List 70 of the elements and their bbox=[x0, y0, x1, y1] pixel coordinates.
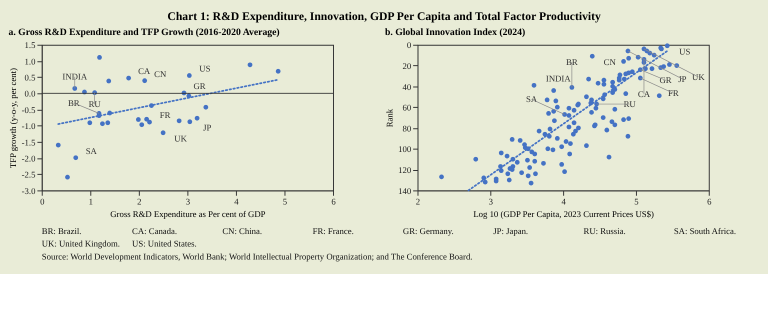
x-tick-label: 2 bbox=[416, 196, 420, 206]
text: RU: Russia. bbox=[584, 226, 626, 236]
y-tick-label: 1.0 bbox=[24, 56, 36, 66]
x-tick-label: 3 bbox=[488, 196, 494, 206]
annotation: FR bbox=[668, 88, 679, 98]
x-tick-label: 0 bbox=[40, 196, 46, 206]
text: SA: South Africa. bbox=[674, 226, 736, 236]
chart-title: a. Gross R&D Expenditure and TFP Growth (2016-2020 Average) bbox=[8, 27, 280, 38]
text: JP: Japan. bbox=[493, 226, 528, 236]
annotation: US bbox=[679, 46, 690, 57]
y-tick-label: -1.0 bbox=[22, 121, 36, 132]
y-tick-label: -2.0 bbox=[22, 153, 36, 164]
text: CN: China. bbox=[222, 226, 262, 236]
text: Chart 1: R&D Expenditure, Innovation, GDP Per Capita and Total Factor Productivity bbox=[167, 10, 602, 24]
text: GR: Germany. bbox=[402, 226, 454, 236]
text: BR: Brazil. bbox=[42, 226, 82, 236]
annotation: FR bbox=[160, 110, 171, 120]
annotation: RU bbox=[624, 98, 636, 109]
annotation: CA bbox=[138, 66, 151, 76]
annotation: CN bbox=[604, 56, 616, 67]
annotation: BR bbox=[566, 57, 578, 68]
y-axis-title: TFP growth (y-o-y, per cent) bbox=[8, 68, 18, 168]
y-tick-label: -0.5 bbox=[22, 104, 36, 115]
x-tick-label: 6 bbox=[707, 196, 712, 206]
annotation: GR bbox=[193, 81, 206, 92]
y-tick-label: 20 bbox=[402, 60, 412, 71]
annotation: CA bbox=[638, 89, 651, 100]
annotation: JP bbox=[203, 122, 212, 133]
annotation: UK bbox=[174, 134, 188, 144]
y-tick-label: 60 bbox=[402, 102, 412, 113]
x-tick-label: 4 bbox=[561, 196, 566, 206]
x-tick-label: 1 bbox=[88, 196, 93, 206]
x-tick-label: 3 bbox=[186, 196, 191, 206]
text: UK: United Kingdom. bbox=[42, 238, 120, 249]
x-tick-label: 5 bbox=[282, 196, 288, 206]
annotation: SA bbox=[86, 146, 98, 156]
y-tick-label: -2.5 bbox=[22, 170, 36, 180]
y-tick-label: 0.0 bbox=[24, 88, 36, 99]
x-tick-label: 6 bbox=[331, 196, 336, 206]
text: FR: France. bbox=[312, 226, 354, 236]
y-tick-label: 100 bbox=[398, 144, 412, 154]
y-tick-label: 0.5 bbox=[24, 72, 36, 83]
x-axis-title: Log 10 (GDP Per Capita, 2023 Current Prices US$) bbox=[473, 209, 654, 220]
annotation: US bbox=[199, 64, 211, 74]
y-axis-title: Rank bbox=[384, 108, 394, 128]
annotation: SA bbox=[526, 94, 538, 104]
y-tick-label: 40 bbox=[402, 82, 412, 92]
annotation: UK bbox=[692, 72, 706, 82]
source-note: Source: World Development Indicators, World Bank; World Intellectual Property Organization; and The Conference Board. bbox=[42, 251, 472, 262]
x-tick-label: 2 bbox=[137, 196, 142, 206]
x-tick-label: 5 bbox=[634, 196, 640, 206]
y-tick-label: -3.0 bbox=[22, 186, 36, 196]
y-tick-label: 0 bbox=[406, 40, 412, 50]
annotation: GR bbox=[660, 75, 672, 86]
x-axis-title: Gross R&D Expenditure as Per cent of GDP bbox=[110, 209, 266, 220]
annotation: INDIA bbox=[62, 72, 88, 82]
x-tick-label: 4 bbox=[234, 196, 240, 206]
annotation: INDIA bbox=[546, 73, 572, 84]
annotation: BR bbox=[68, 98, 80, 108]
annotation: RU bbox=[88, 99, 102, 110]
y-tick-label: 120 bbox=[398, 164, 412, 175]
text: CA: Canada. bbox=[132, 226, 178, 236]
y-tick-label: 140 bbox=[398, 186, 412, 196]
text: US: United States. bbox=[132, 238, 197, 249]
y-tick-label: 1.5 bbox=[24, 40, 36, 50]
y-tick-label: -1.5 bbox=[22, 137, 36, 148]
y-tick-label: 80 bbox=[402, 123, 412, 134]
annotation: CN bbox=[154, 68, 167, 79]
chart-title: b. Global Innovation Index (2024) bbox=[384, 27, 526, 38]
annotation: JP bbox=[678, 74, 687, 84]
